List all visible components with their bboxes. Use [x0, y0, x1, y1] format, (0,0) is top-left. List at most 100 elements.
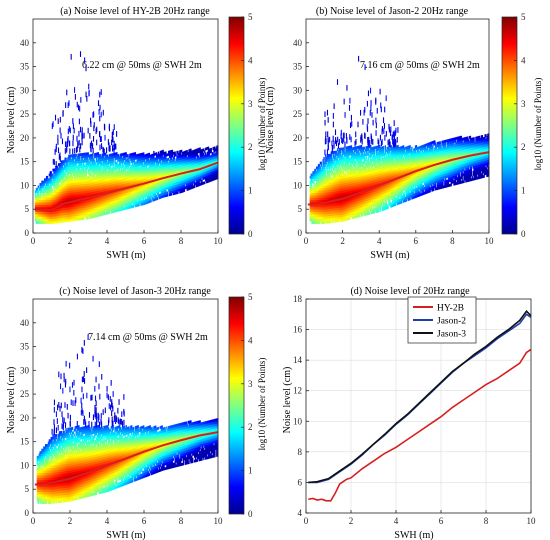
- heat-cell: [181, 161, 184, 165]
- heat-cell: [52, 216, 54, 220]
- heat-cell: [156, 161, 158, 165]
- heat-cell: [183, 162, 186, 166]
- heat-cell: [48, 218, 51, 222]
- heat-cell: [316, 194, 319, 198]
- heat-cell: [62, 172, 64, 175]
- heat-cell: [190, 184, 192, 188]
- heat-cell: [191, 176, 193, 180]
- heat-cell: [156, 185, 159, 188]
- heat-cell: [102, 208, 104, 211]
- heat-cell: [119, 163, 122, 166]
- heat-cell: [95, 214, 98, 218]
- heat-cell: [131, 191, 133, 194]
- heat-cell: [173, 165, 175, 169]
- heat-cell: [178, 174, 180, 178]
- heat-cell: [34, 211, 37, 215]
- heat-cell: [169, 164, 172, 168]
- heat-cell: [51, 173, 53, 177]
- heat-cell: [37, 218, 39, 222]
- heat-cell: [149, 171, 151, 175]
- heat-cell: [164, 161, 166, 164]
- heat-cell: [169, 155, 172, 158]
- heat-cell: [91, 177, 93, 181]
- heat-cell: [114, 155, 116, 158]
- heat-cell: [312, 206, 314, 210]
- heat-cell: [135, 166, 137, 169]
- heat-cell: [129, 198, 131, 202]
- heat-cell: [82, 214, 84, 218]
- heat-cell: [212, 170, 214, 174]
- heat-cell: [116, 156, 118, 160]
- heat-cell: [73, 211, 76, 214]
- heat-cell: [122, 190, 125, 194]
- heat-cell: [44, 199, 46, 203]
- heat-cell: [181, 187, 184, 191]
- heat-cell: [49, 221, 51, 224]
- heat-cell: [145, 201, 148, 205]
- heat-cell: [56, 196, 58, 200]
- heat-cell-outlier: [76, 101, 78, 108]
- heat-cell: [104, 186, 106, 189]
- heat-cell: [108, 187, 111, 191]
- heat-cell: [65, 183, 67, 187]
- heat-cell: [181, 187, 183, 191]
- heat-cell: [108, 211, 111, 214]
- heat-cell: [121, 181, 124, 185]
- heat-cell: [126, 201, 128, 205]
- heat-cell: [132, 190, 135, 194]
- heat-cell: [159, 160, 162, 164]
- heat-cell: [212, 178, 214, 181]
- heat-cell: [95, 190, 98, 194]
- heat-cell: [114, 197, 116, 201]
- heat-cell: [316, 204, 319, 208]
- heat-cell: [132, 195, 135, 199]
- heat-cell: [73, 180, 76, 183]
- heat-cell: [184, 164, 187, 168]
- heat-cell: [74, 175, 76, 179]
- heat-cell: [81, 184, 83, 187]
- heat-cell: [64, 174, 66, 178]
- heat-cell: [119, 182, 121, 186]
- heat-cell: [104, 171, 106, 175]
- heat-cell: [34, 202, 37, 205]
- heat-cell: [104, 157, 106, 161]
- heat-cell: [87, 161, 89, 165]
- heat-cell: [165, 151, 167, 155]
- heat-cell: [208, 174, 211, 178]
- heat-cell: [58, 165, 61, 169]
- heat-cell: [46, 202, 49, 205]
- heat-cell: [150, 190, 152, 193]
- heat-cell: [175, 186, 177, 190]
- heat-cell: [97, 199, 100, 203]
- heat-cell: [90, 201, 92, 205]
- heat-cell: [74, 203, 76, 207]
- heat-cell: [316, 211, 319, 215]
- heat-cell: [86, 192, 88, 196]
- heat-cell: [48, 187, 51, 191]
- heat-cell: [84, 193, 87, 196]
- heat-cell: [96, 204, 99, 208]
- heat-cell: [144, 180, 146, 184]
- heat-cell: [84, 176, 87, 180]
- heat-cell: [124, 207, 126, 210]
- heat-cell: [142, 162, 144, 165]
- heat-cell: [130, 174, 132, 178]
- heat-cell: [77, 167, 79, 171]
- heat-cell: [49, 190, 51, 193]
- heat-cell: [73, 194, 76, 198]
- heat-cell: [104, 209, 106, 213]
- heat-cell: [312, 216, 314, 220]
- heat-cell: [67, 169, 69, 172]
- heat-cell: [214, 165, 216, 169]
- heat-cell: [39, 204, 41, 208]
- heat-cell: [152, 156, 154, 159]
- heat-cell: [212, 151, 214, 155]
- heat-cell: [74, 196, 76, 200]
- heat-cell: [92, 158, 94, 162]
- heat-cell: [313, 173, 315, 177]
- heat-cell: [149, 173, 151, 177]
- heat-cell: [89, 206, 91, 210]
- heat-cell: [89, 168, 91, 172]
- heat-cell: [68, 159, 70, 163]
- heat-cell: [44, 187, 46, 191]
